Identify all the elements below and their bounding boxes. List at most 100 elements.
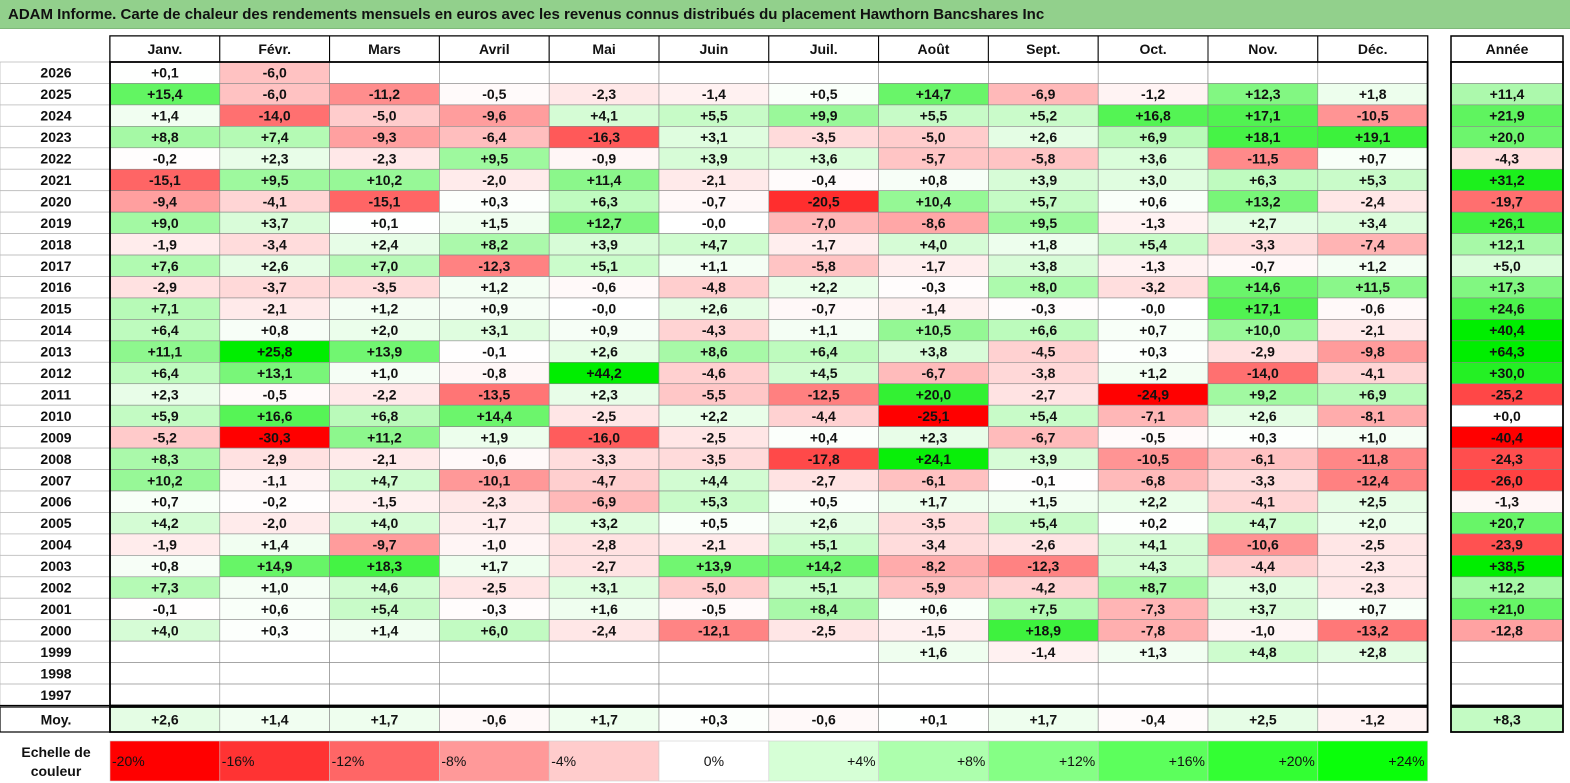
scale-swatch bbox=[878, 740, 989, 782]
heatmap-cell-value: +10,2 bbox=[367, 172, 403, 188]
heatmap-cell-value: +2,6 bbox=[700, 301, 728, 317]
heatmap-cell-value: +1,7 bbox=[480, 558, 508, 574]
average-total-value: +8,3 bbox=[1493, 712, 1521, 728]
chart-title: ADAM Informe. Carte de chaleur des rende… bbox=[0, 0, 1570, 29]
heatmap-cell-value: +9,9 bbox=[810, 108, 838, 124]
year-label: 2018 bbox=[40, 236, 71, 252]
heatmap-cell-value: +0,8 bbox=[151, 558, 179, 574]
heatmap-cell-value: +1,8 bbox=[1359, 86, 1387, 102]
heatmap-cell-value: +0,3 bbox=[480, 193, 508, 209]
heatmap-cell-value: +0,7 bbox=[151, 494, 179, 510]
heatmap-cell-value: +17,1 bbox=[1245, 108, 1281, 124]
heatmap-cell-value: -4,6 bbox=[702, 365, 726, 381]
heatmap-cell-value: -0,1 bbox=[1031, 472, 1055, 488]
heatmap-cell-value: -5,8 bbox=[812, 258, 836, 274]
heatmap-cell-value: -2,9 bbox=[263, 451, 287, 467]
heatmap-cell bbox=[988, 61, 1099, 84]
year-total-value: -26,0 bbox=[1491, 472, 1523, 488]
heatmap-cell-value: -7,8 bbox=[1141, 622, 1165, 638]
heatmap-cell-value: -0,5 bbox=[263, 386, 287, 402]
heatmap-cell-value: -2,3 bbox=[1361, 580, 1385, 596]
scale-swatch bbox=[548, 740, 660, 782]
heatmap-cell-value: +6,3 bbox=[590, 193, 618, 209]
heatmap-cell bbox=[329, 61, 440, 84]
heatmap-cell-value: +5,3 bbox=[1359, 172, 1387, 188]
average-label-cell bbox=[0, 706, 111, 733]
year-label: 2002 bbox=[40, 580, 71, 596]
average-cell-value: +1,4 bbox=[261, 712, 289, 728]
average-label: Moy. bbox=[41, 712, 72, 728]
year-label: 2020 bbox=[40, 193, 71, 209]
heatmap-cell bbox=[219, 662, 330, 685]
year-total-cell bbox=[1450, 662, 1564, 685]
heatmap-cell-value: +8,4 bbox=[810, 601, 838, 617]
year-label: 2022 bbox=[40, 151, 71, 167]
heatmap-cell-value: -0,5 bbox=[1141, 429, 1165, 445]
heatmap-cell-value: -1,5 bbox=[921, 622, 945, 638]
heatmap-cell-value: +4,5 bbox=[810, 365, 838, 381]
month-header-cell bbox=[1317, 35, 1429, 63]
heatmap-cell-value: -1,0 bbox=[482, 537, 506, 553]
average-cell-value: +2,5 bbox=[1249, 712, 1277, 728]
heatmap-cell-value: -3,5 bbox=[702, 451, 726, 467]
heatmap-cell bbox=[1097, 683, 1209, 706]
average-total-cell bbox=[1450, 706, 1564, 733]
year-label: 2025 bbox=[40, 86, 71, 102]
year-label: 2005 bbox=[40, 515, 71, 531]
heatmap-cell-value: +2,2 bbox=[700, 408, 728, 424]
year-total-value: +21,9 bbox=[1489, 108, 1525, 124]
average-cell-value: +0,1 bbox=[920, 712, 948, 728]
average-cell-value: +2,6 bbox=[151, 712, 179, 728]
heatmap-cell-value: +2,2 bbox=[1139, 494, 1167, 510]
heatmap-cell-value: +1,4 bbox=[151, 108, 179, 124]
heatmap-cell-value: -1,2 bbox=[1141, 86, 1165, 102]
heatmap-cell-value: -2,7 bbox=[812, 472, 836, 488]
heatmap-cell-value: +18,3 bbox=[367, 558, 403, 574]
average-cell-value: +1,7 bbox=[371, 712, 399, 728]
heatmap-cell-value: -10,1 bbox=[478, 472, 510, 488]
heatmap-cell-value: +14,4 bbox=[477, 408, 513, 424]
year-label: 2016 bbox=[40, 279, 71, 295]
heatmap-cell bbox=[658, 61, 770, 84]
heatmap-cell-value: +7,5 bbox=[1029, 601, 1057, 617]
heatmap-cell-value: +8,7 bbox=[1139, 580, 1167, 596]
heatmap-cell-value: -0,0 bbox=[1141, 301, 1165, 317]
heatmap-cell-value: +2,6 bbox=[590, 344, 618, 360]
heatmap-cell-value: -0,5 bbox=[482, 86, 506, 102]
year-total-value: +5,0 bbox=[1493, 258, 1521, 274]
heatmap-cell-value: -5,7 bbox=[921, 151, 945, 167]
year-total-value: +64,3 bbox=[1489, 344, 1525, 360]
heatmap-cell-value: +14,2 bbox=[806, 558, 842, 574]
heatmap-cell-value: +10,2 bbox=[147, 472, 183, 488]
month-header-label: Sept. bbox=[1026, 41, 1060, 57]
heatmap-cell-value: +4,1 bbox=[1139, 537, 1167, 553]
heatmap-cell-value: +11,4 bbox=[587, 172, 622, 188]
heatmap-cell bbox=[439, 61, 550, 84]
heatmap-cell-value: -12,5 bbox=[808, 386, 840, 402]
heatmap-cell-value: -8,1 bbox=[1361, 408, 1385, 424]
year-total-cell bbox=[1450, 683, 1564, 706]
heatmap-cell-value: -2,3 bbox=[372, 151, 396, 167]
year-total-value: -1,3 bbox=[1495, 494, 1519, 510]
month-header-cell bbox=[1097, 35, 1209, 63]
heatmap-cell bbox=[988, 662, 1099, 685]
heatmap-cell-value: -2,4 bbox=[1361, 193, 1385, 209]
heatmap-cell-value: +4,0 bbox=[920, 236, 948, 252]
heatmap-cell-value: -3,8 bbox=[1031, 365, 1055, 381]
heatmap-cell-value: -0,6 bbox=[1361, 301, 1385, 317]
heatmap-cell-value: +0,7 bbox=[1139, 322, 1167, 338]
heatmap-cell-value: -0,7 bbox=[812, 301, 836, 317]
year-total-value: -40,4 bbox=[1491, 429, 1523, 445]
heatmap-cell-value: +19,1 bbox=[1355, 129, 1391, 145]
average-cell bbox=[658, 706, 770, 733]
heatmap-cell-value: -6,0 bbox=[263, 86, 287, 102]
heatmap-cell-value: -3,5 bbox=[372, 279, 396, 295]
heatmap-cell-value: +1,1 bbox=[700, 258, 728, 274]
heatmap-cell-value: +4,1 bbox=[590, 108, 618, 124]
scale-label-line1: Echelle de bbox=[21, 744, 90, 760]
heatmap-cell-value: -0,8 bbox=[482, 365, 506, 381]
heatmap-cell-value: +6,4 bbox=[151, 365, 179, 381]
heatmap-cell-value: -15,1 bbox=[369, 193, 401, 209]
heatmap-cell-value: -2,5 bbox=[702, 429, 726, 445]
heatmap-cell-value: +0,1 bbox=[371, 215, 399, 231]
